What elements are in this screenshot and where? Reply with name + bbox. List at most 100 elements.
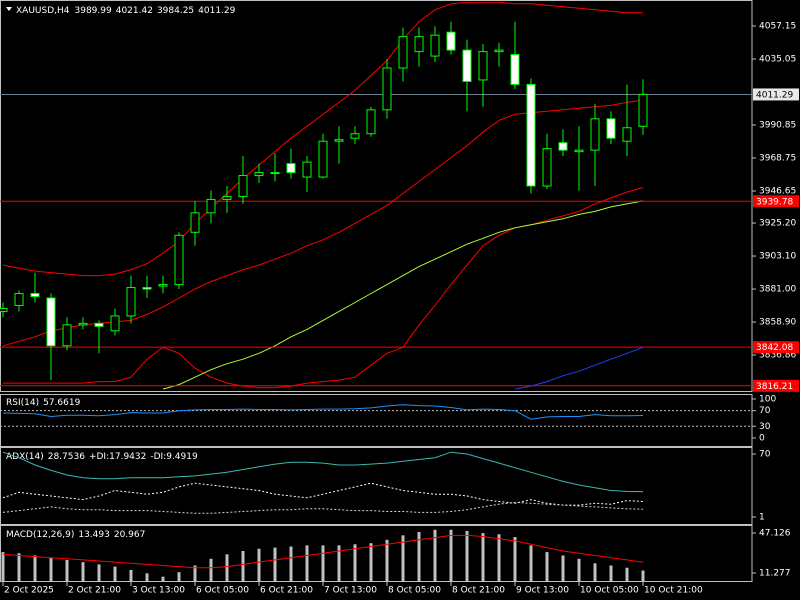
mdi-name: -DI: xyxy=(150,452,166,462)
x-tick-label: 10 Oct 05:00 xyxy=(580,586,639,596)
candle-body xyxy=(302,161,312,178)
indicator-line xyxy=(514,346,644,390)
candle-body xyxy=(398,36,408,69)
candle-body xyxy=(350,133,360,139)
histogram-bar xyxy=(529,545,533,581)
y-tick-label: 3925.20 xyxy=(759,219,796,229)
x-tick-label: 2 Oct 21:00 xyxy=(68,586,121,596)
adx-name: ADX(14) xyxy=(6,452,44,462)
level-label-box xyxy=(753,195,799,208)
histogram-bar xyxy=(433,529,437,581)
histogram-bar xyxy=(321,545,325,581)
macd-header: MACD(12,26,9) 13.493 20.967 xyxy=(6,530,145,540)
candle-body xyxy=(638,93,648,127)
candle-body xyxy=(222,195,232,200)
x-tick-label: 3 Oct 13:00 xyxy=(132,586,185,596)
indicator-line xyxy=(2,501,644,514)
current-price-box xyxy=(753,88,799,101)
level-label-box xyxy=(753,379,799,392)
candle-body xyxy=(478,51,488,81)
y-tick-label: 1 xyxy=(759,512,765,522)
candle-body xyxy=(0,307,8,312)
main-panel-frame xyxy=(0,0,753,392)
histogram-bar xyxy=(337,545,341,581)
candle-body xyxy=(382,67,392,111)
histogram-bar xyxy=(385,539,389,581)
histogram-bar xyxy=(273,547,277,581)
histogram-bar xyxy=(513,537,517,581)
candle-body xyxy=(206,198,216,214)
histogram-bar xyxy=(193,565,197,581)
histogram-bar xyxy=(545,552,549,581)
candle-body xyxy=(334,139,344,142)
rsi-header: RSI(14) 57.6619 xyxy=(6,398,81,408)
y-tick-label: 11.277 xyxy=(759,568,791,578)
candle-body xyxy=(542,148,552,187)
histogram-bar xyxy=(113,566,117,581)
x-tick-label: 10 Oct 21:00 xyxy=(644,586,703,596)
y-tick-label: 3968.75 xyxy=(759,153,796,163)
candle-body xyxy=(590,118,600,151)
x-tick-label: 6 Oct 21:00 xyxy=(260,586,313,596)
histogram-bar xyxy=(465,530,469,581)
indicator-line xyxy=(2,99,644,347)
candle-body xyxy=(158,284,168,287)
x-tick-label: 2 Oct 2025 xyxy=(4,586,54,596)
y-tick-label: 3858.90 xyxy=(759,318,796,328)
level-label-box xyxy=(753,341,799,354)
signal-value: 20.967 xyxy=(114,530,146,540)
main-header: XAUUSD,H4 3989.99 4021.42 3984.25 4011.29 xyxy=(16,6,236,16)
histogram-bar xyxy=(17,553,21,581)
candle-body xyxy=(526,83,536,187)
pdi-value: 17.9432 xyxy=(109,452,146,462)
histogram-bar xyxy=(369,543,373,581)
histogram-bar xyxy=(65,559,69,581)
candle-body xyxy=(14,293,24,306)
histogram-bar xyxy=(609,565,613,581)
histogram-bar xyxy=(353,544,357,581)
indicator-line xyxy=(2,2,643,277)
histogram-bar xyxy=(449,529,453,581)
y-tick-label: 70 xyxy=(759,406,771,416)
level-label: 3939.78 xyxy=(756,197,793,207)
histogram-bar xyxy=(129,569,133,581)
y-tick-label: 0 xyxy=(759,433,765,443)
y-tick-label: 70 xyxy=(759,450,771,460)
histogram-bar xyxy=(225,554,229,581)
rsi-panel-frame xyxy=(0,394,753,447)
histogram-bar xyxy=(593,563,597,581)
y-tick-label: 3946.65 xyxy=(759,186,796,196)
candle-body xyxy=(142,287,152,290)
y-tick-label: 4057.15 xyxy=(759,21,796,31)
histogram-bar xyxy=(177,572,181,581)
y-tick-label: 100 xyxy=(759,394,776,404)
candle-body xyxy=(46,297,56,347)
histogram-bar xyxy=(209,558,213,581)
dropdown-arrow[interactable] xyxy=(6,7,12,11)
candle-body xyxy=(94,322,104,327)
histogram-bar xyxy=(305,545,309,581)
symbol: XAUUSD,H4 xyxy=(16,6,70,16)
histogram-bar xyxy=(577,558,581,581)
adx-value: 28.7536 xyxy=(48,452,85,462)
candle-body xyxy=(510,54,520,85)
y-tick-label: 3836.86 xyxy=(759,350,796,360)
adx-panel-frame xyxy=(0,447,753,525)
indicator-line xyxy=(3,187,644,389)
histogram-bar xyxy=(497,534,501,581)
adx-header: ADX(14) 28.7536 +DI:17.9432 -DI:9.4919 xyxy=(6,452,198,462)
macd-value: 13.493 xyxy=(78,530,110,540)
candle-body xyxy=(78,322,88,326)
candle-body xyxy=(494,49,504,53)
macd-panel-frame xyxy=(0,525,753,582)
histogram-bar xyxy=(33,555,37,581)
y-tick-label: 30 xyxy=(759,422,771,432)
histogram-bar xyxy=(641,570,645,581)
x-tick-label: 8 Oct 21:00 xyxy=(452,586,505,596)
x-tick-label: 8 Oct 05:00 xyxy=(388,586,441,596)
histogram-bar xyxy=(417,532,421,581)
indicator-line xyxy=(2,404,644,420)
candle-body xyxy=(254,172,264,177)
signal-line xyxy=(2,534,644,569)
